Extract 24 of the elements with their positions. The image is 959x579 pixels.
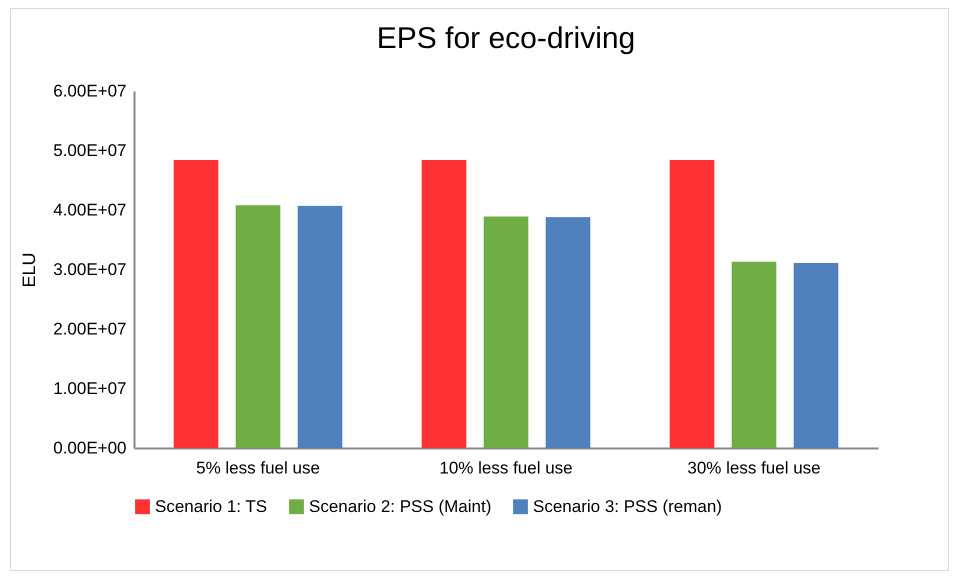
- bar: [422, 160, 466, 448]
- y-tick-label: 0.00E+00: [53, 438, 126, 458]
- bar: [794, 262, 838, 448]
- legend-label: Scenario 3: PSS (reman): [533, 496, 722, 516]
- y-tick-label: 3.00E+07: [53, 260, 126, 279]
- bar: [670, 160, 714, 448]
- legend-label: Scenario 2: PSS (Maint): [309, 496, 492, 516]
- x-tick-label: 10% less fuel use: [439, 458, 573, 478]
- bar: [174, 160, 218, 448]
- legend-label: Scenario 1: TS: [155, 496, 268, 516]
- bar: [732, 262, 776, 448]
- y-tick-label: 6.00E+07: [53, 82, 126, 100]
- y-tick-label: 5.00E+07: [53, 141, 126, 160]
- y-tick-label: 4.00E+07: [53, 200, 126, 220]
- bar: [484, 216, 528, 448]
- y-tick-label: 1.00E+07: [53, 379, 126, 398]
- chart-title: EPS for eco-driving: [376, 22, 636, 55]
- bar: [546, 217, 590, 448]
- x-tick-label: 5% less fuel use: [196, 458, 320, 478]
- y-axis-title: ELU: [19, 252, 40, 288]
- bar: [298, 206, 342, 448]
- x-tick-label: 30% less fuel use: [687, 458, 821, 478]
- bar: [236, 205, 280, 448]
- y-tick-label: 2.00E+07: [53, 320, 126, 338]
